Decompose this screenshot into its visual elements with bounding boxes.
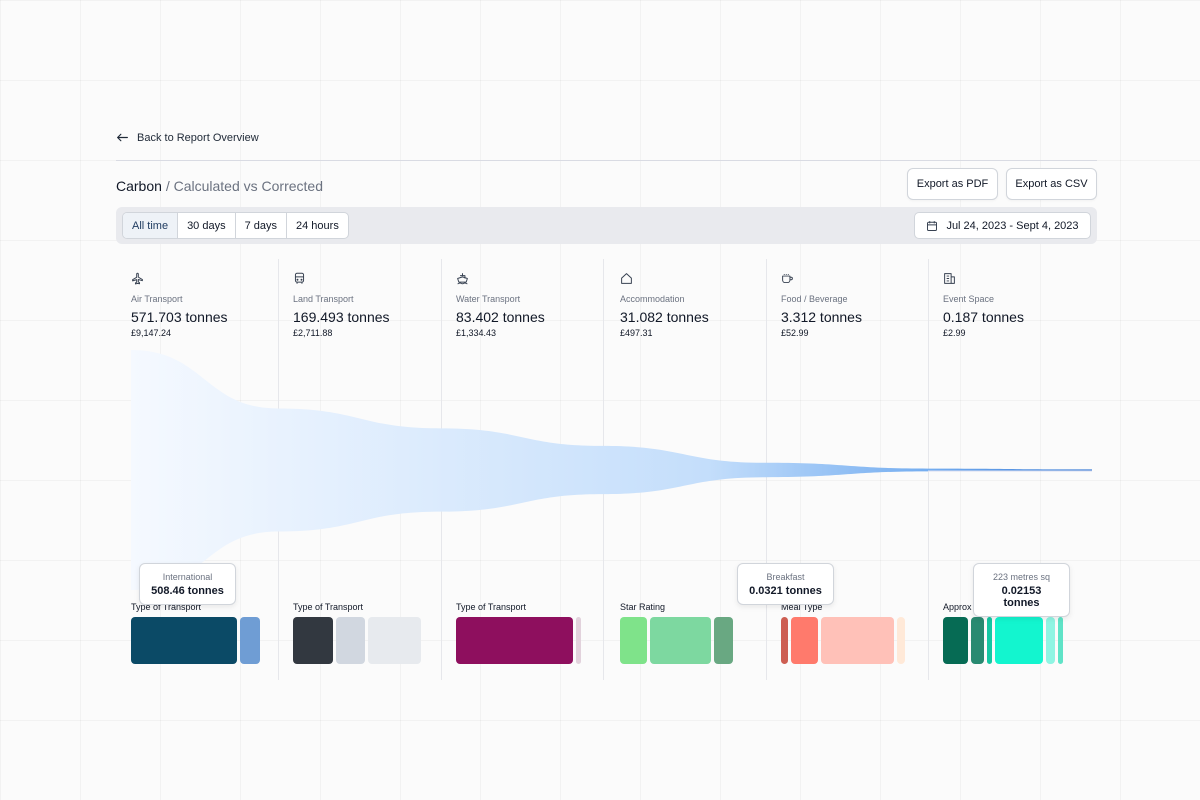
column-divider	[928, 259, 929, 680]
breakdown-segment[interactable]	[620, 617, 647, 664]
breakdown-segment[interactable]	[336, 617, 365, 664]
breakdown-segment[interactable]	[240, 617, 260, 664]
breakdown-label: Approx Size	[943, 602, 992, 612]
category-value: 3.312 tonnes	[781, 309, 862, 325]
column-divider	[278, 259, 279, 680]
bus-icon	[293, 272, 306, 285]
category-cost: £52.99	[781, 328, 809, 338]
breakdown-segment[interactable]	[368, 617, 421, 664]
category-cost: £9,147.24	[131, 328, 172, 338]
category-label: Water Transport	[456, 294, 521, 304]
tooltip-label: International	[162, 572, 213, 582]
tooltip-value: 0.02153 tonnes	[1001, 585, 1042, 609]
category-value: 0.187 tonnes	[943, 309, 1024, 325]
page-title-strong: Carbon	[116, 178, 162, 194]
ship-icon	[456, 272, 469, 285]
category-value: 31.082 tonnes	[620, 309, 709, 325]
breakdown-segment[interactable]	[131, 617, 237, 664]
category-label: Food / Beverage	[781, 294, 848, 304]
plane-icon	[131, 272, 144, 285]
breakdown-segment[interactable]	[995, 617, 1043, 664]
breakdown-tooltip: International 508.46 tonnes	[139, 563, 236, 605]
range-7-days[interactable]: 7 days	[236, 213, 288, 238]
breakdown-segment[interactable]	[650, 617, 711, 664]
category-value: 83.402 tonnes	[456, 309, 545, 325]
breakdown-segment[interactable]	[821, 617, 894, 664]
tooltip-label: 223 metres sq	[992, 572, 1051, 582]
date-range-picker[interactable]: Jul 24, 2023 - Sept 4, 2023	[914, 212, 1091, 239]
breakdown-segment[interactable]	[943, 617, 968, 664]
arrow-left-icon	[117, 133, 128, 142]
breakdown-segment[interactable]	[971, 617, 984, 664]
page-title: Carbon / Calculated vs Corrected	[116, 178, 323, 194]
breakdown-label: Star Rating	[620, 602, 666, 612]
column-divider	[441, 259, 442, 680]
breakdown-label: Type of Transport	[456, 602, 527, 612]
breakdown-segment[interactable]	[897, 617, 905, 664]
category-value: 571.703 tonnes	[131, 309, 228, 325]
range-24-hours[interactable]: 24 hours	[296, 219, 339, 232]
column-divider	[766, 259, 767, 680]
back-link-label: Back to Report Overview	[137, 131, 259, 144]
building-icon	[943, 272, 956, 285]
header-divider	[116, 160, 1097, 161]
funnel-band	[131, 350, 1092, 590]
category-cost: £2,711.88	[293, 328, 333, 338]
time-range-selector: All time 30 days 7 days 24 hours	[122, 212, 349, 239]
breakdown-segment[interactable]	[1046, 617, 1055, 664]
cup-icon	[781, 272, 794, 285]
category-label: Accommodation	[620, 294, 685, 304]
export-csv-button[interactable]: Export as CSV	[1006, 168, 1097, 200]
tooltip-label: Breakfast	[766, 572, 805, 582]
filter-bar: All time 30 days 7 days 24 hours Jul 24,…	[116, 207, 1097, 244]
category-label: Air Transport	[131, 294, 183, 304]
breakdown-label: Type of Transport	[293, 602, 364, 612]
breakdown-segment[interactable]	[1058, 617, 1063, 664]
tooltip-value: 0.0321 tonnes	[749, 585, 822, 597]
category-cost: £1,334.43	[456, 328, 497, 338]
breakdown-segment[interactable]	[781, 617, 788, 664]
breakdown-segment[interactable]	[987, 617, 992, 664]
range-all-time[interactable]: All time	[123, 213, 179, 238]
page-title-muted: / Calculated vs Corrected	[165, 178, 323, 194]
date-range-text: Jul 24, 2023 - Sept 4, 2023	[946, 219, 1079, 232]
breakdown-label: Meal Type	[781, 602, 823, 612]
range-30-days[interactable]: 30 days	[178, 213, 236, 238]
category-label: Land Transport	[293, 294, 354, 304]
category-value: 169.493 tonnes	[293, 309, 390, 325]
export-pdf-button[interactable]: Export as PDF	[907, 168, 998, 200]
column-divider	[603, 259, 604, 680]
breakdown-tooltip: 223 metres sq 0.02153 tonnes	[973, 563, 1070, 617]
breakdown-label: Type of Transport	[131, 602, 202, 612]
breakdown-segment[interactable]	[456, 617, 573, 664]
breakdown-segment[interactable]	[293, 617, 333, 664]
category-cost: £2.99	[943, 328, 966, 338]
calendar-icon	[927, 220, 938, 231]
breakdown-segment[interactable]	[714, 617, 733, 664]
breakdown-segment[interactable]	[576, 617, 581, 664]
home-icon	[620, 272, 633, 285]
back-to-report-link[interactable]: Back to Report Overview	[116, 131, 259, 144]
category-cost: £497.31	[620, 328, 653, 338]
breakdown-segment[interactable]	[791, 617, 818, 664]
tooltip-value: 508.46 tonnes	[151, 585, 224, 597]
breakdown-tooltip: Breakfast 0.0321 tonnes	[737, 563, 834, 605]
category-label: Event Space	[943, 294, 995, 304]
